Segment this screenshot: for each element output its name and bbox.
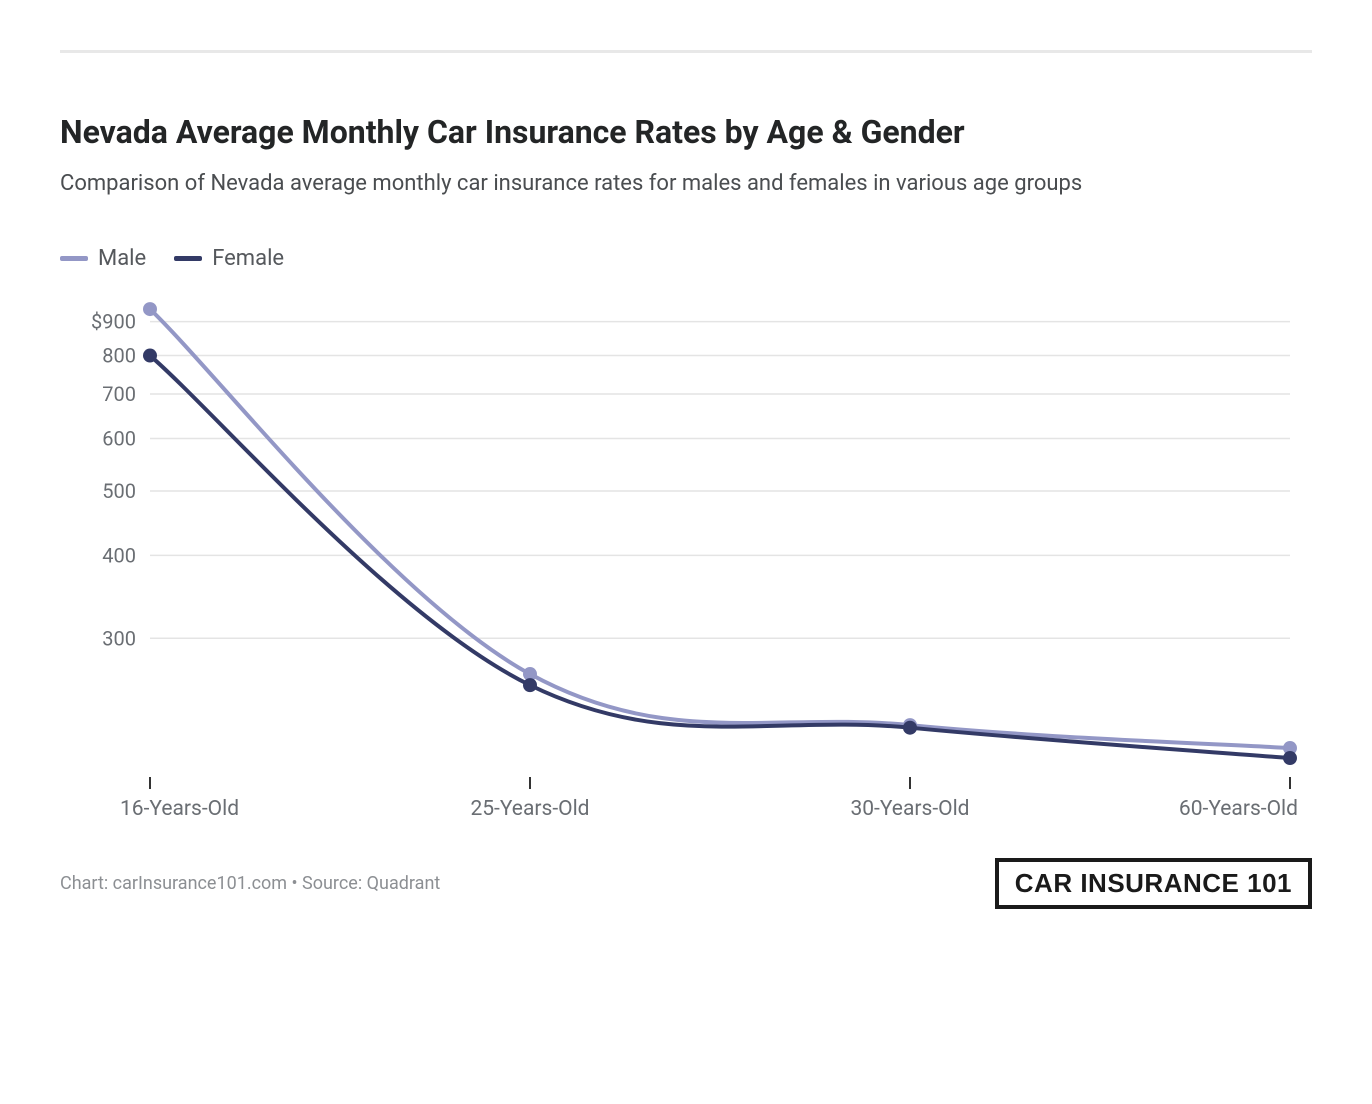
- svg-text:300: 300: [102, 626, 136, 650]
- svg-text:600: 600: [102, 426, 136, 450]
- legend-swatch-male: [60, 256, 88, 261]
- svg-text:30-Years-Old: 30-Years-Old: [850, 797, 969, 821]
- legend-label-male: Male: [98, 246, 146, 271]
- chart-subtitle: Comparison of Nevada average monthly car…: [60, 171, 1312, 196]
- svg-text:16-Years-Old: 16-Years-Old: [120, 797, 239, 821]
- line-chart-svg: 300 400 500 600 700 800 $900 16-Years-Old 25-Yea…: [60, 293, 1300, 823]
- svg-text:$900: $900: [91, 310, 136, 334]
- legend-item-male: Male: [60, 246, 146, 271]
- top-divider: [60, 50, 1312, 53]
- chart-plot-area: 300 400 500 600 700 800 $900 16-Years-Old 25-Yea…: [60, 293, 1300, 823]
- legend-swatch-female: [174, 256, 202, 261]
- svg-text:700: 700: [102, 382, 136, 406]
- svg-text:400: 400: [102, 543, 136, 567]
- source-text: Chart: carInsurance101.com • Source: Qua…: [60, 873, 440, 894]
- brand-logo: CAR INSURANCE 101: [995, 858, 1312, 909]
- svg-text:60-Years-Old: 60-Years-Old: [1179, 797, 1298, 821]
- chart-footer: Chart: carInsurance101.com • Source: Qua…: [60, 858, 1312, 909]
- svg-text:500: 500: [102, 479, 136, 503]
- legend-item-female: Female: [174, 246, 284, 271]
- legend-label-female: Female: [212, 246, 284, 271]
- svg-text:25-Years-Old: 25-Years-Old: [470, 797, 589, 821]
- svg-text:800: 800: [102, 344, 136, 368]
- legend: Male Female: [60, 246, 1312, 271]
- chart-title: Nevada Average Monthly Car Insurance Rat…: [60, 113, 1312, 151]
